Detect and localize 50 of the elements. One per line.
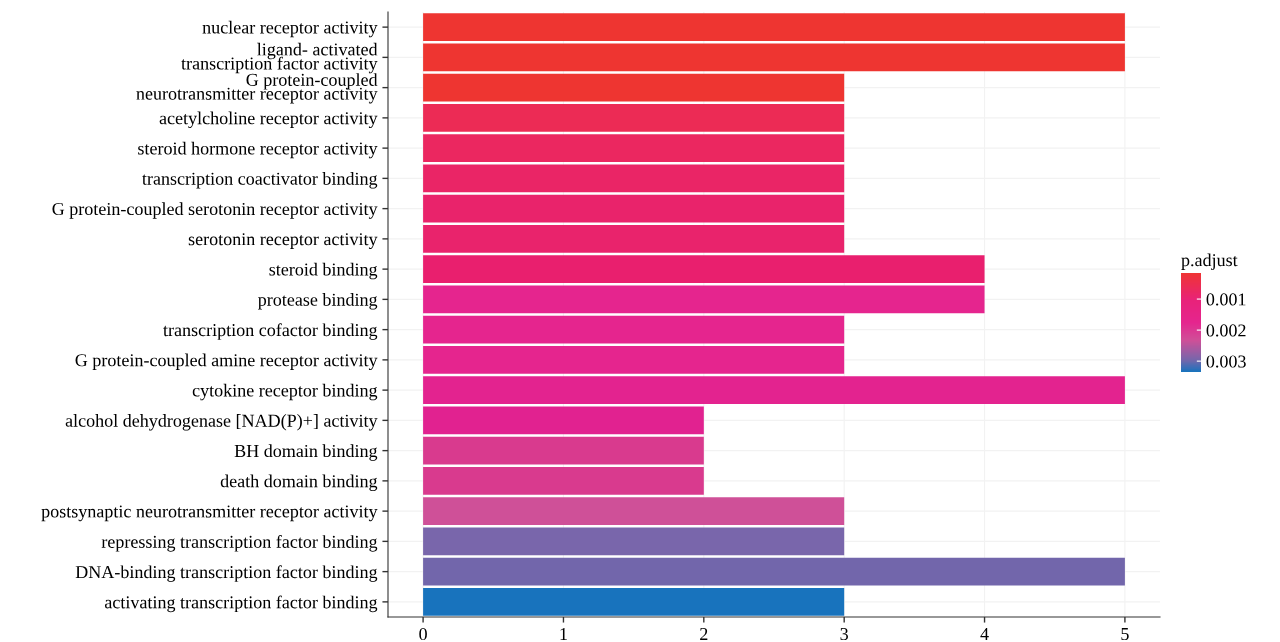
bar bbox=[423, 497, 845, 526]
bar bbox=[423, 285, 985, 314]
bar bbox=[423, 255, 985, 284]
bar bbox=[423, 73, 845, 102]
bar bbox=[423, 13, 1125, 42]
y-tick-label: G protein-coupled amine receptor activity bbox=[75, 353, 378, 371]
bar bbox=[423, 406, 704, 435]
bar bbox=[423, 134, 845, 163]
x-tick-label: 5 bbox=[1121, 628, 1129, 641]
bar bbox=[423, 436, 704, 465]
y-tick-label: nuclear receptor activity bbox=[202, 20, 378, 38]
y-tick-label: G protein-coupled neurotransmitter receptor activity bbox=[136, 73, 378, 104]
bar bbox=[423, 164, 845, 193]
bar bbox=[423, 345, 845, 374]
y-tick-label: serotonin receptor activity bbox=[188, 233, 378, 250]
color-bar-label: 0.003 bbox=[1206, 355, 1246, 368]
bar bbox=[423, 315, 845, 344]
y-tick-label: acetylcholine receptor activity bbox=[159, 111, 378, 129]
y-tick-label: steroid binding bbox=[269, 262, 378, 280]
x-tick-label: 2 bbox=[700, 627, 708, 640]
y-tick-label: postsynaptic neurotransmitter receptor activity bbox=[41, 505, 378, 522]
y-tick-label: G protein-coupled serotonin receptor activity bbox=[52, 202, 378, 219]
bar bbox=[423, 587, 845, 616]
y-tick-label: DNA-binding transcription factor binding bbox=[75, 565, 378, 582]
color-bar-label: 0.001 bbox=[1206, 293, 1246, 306]
y-tick-label: ligand- activated transcription factor activity bbox=[181, 42, 378, 74]
bar bbox=[423, 103, 845, 132]
bar bbox=[423, 527, 845, 556]
bar bbox=[423, 376, 1125, 405]
bar bbox=[423, 466, 704, 495]
y-tick-label: alcohol dehydrogenase [NAD(P)+] activity bbox=[65, 414, 378, 431]
y-tick-label: transcription coactivator binding bbox=[142, 172, 378, 189]
color-bar-label: 0.002 bbox=[1206, 324, 1246, 337]
y-tick-label: protease binding bbox=[258, 293, 378, 310]
bar bbox=[423, 194, 845, 223]
y-tick-label: repressing transcription factor binding bbox=[101, 535, 378, 552]
y-tick-label: cytokine receptor binding bbox=[192, 383, 378, 401]
x-tick-label: 1 bbox=[560, 628, 567, 640]
bar bbox=[423, 224, 845, 253]
bar bbox=[423, 557, 1125, 586]
y-tick-label: transcription cofactor binding bbox=[163, 323, 378, 340]
y-tick-label: BH domain binding bbox=[234, 444, 378, 461]
color-bar-title: p.adjust bbox=[1181, 253, 1238, 270]
x-tick-label: 3 bbox=[840, 627, 848, 641]
x-tick-label: 4 bbox=[980, 628, 989, 640]
bar bbox=[423, 43, 1125, 72]
y-tick-label: steroid hormone receptor activity bbox=[138, 141, 378, 159]
y-tick-label: activating transcription factor binding bbox=[104, 595, 378, 613]
x-tick-label: 0 bbox=[419, 627, 427, 641]
y-tick-label: death domain binding bbox=[220, 474, 378, 492]
